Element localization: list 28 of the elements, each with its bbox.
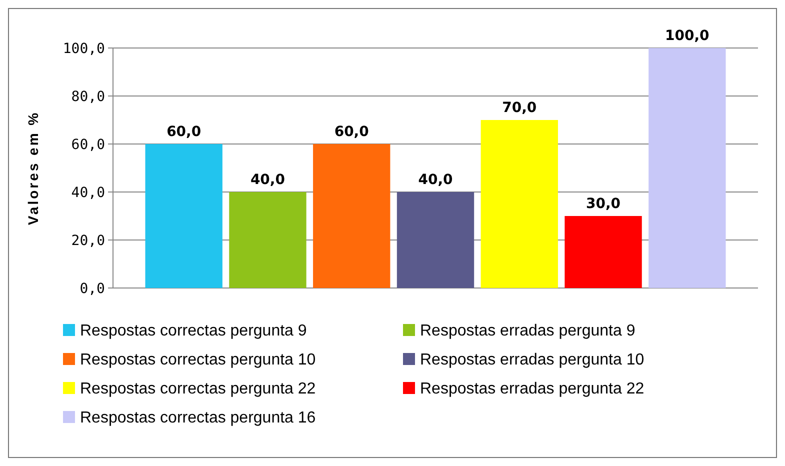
- data-label: 60,0: [334, 124, 370, 140]
- y-tick-label: 60,0: [71, 136, 105, 153]
- data-label: 100,0: [665, 28, 710, 44]
- legend-label: Respostas erradas pergunta 9: [420, 322, 636, 340]
- data-label: 30,0: [586, 196, 621, 212]
- legend-label: Respostas correctas pergunta 22: [80, 380, 316, 398]
- legend-label: Respostas correctas pergunta 9: [80, 322, 307, 340]
- bar: [648, 48, 726, 288]
- bar: [396, 192, 474, 288]
- y-tick-label: 0,0: [80, 280, 105, 297]
- legend-label: Respostas correctas pergunta 16: [80, 410, 316, 427]
- legend-label: Respostas erradas pergunta 22: [420, 380, 644, 398]
- data-label: 60,0: [166, 124, 202, 140]
- y-tick-label: 40,0: [71, 184, 105, 201]
- y-tick-label: 80,0: [71, 88, 105, 105]
- legend-label: Respostas correctas pergunta 10: [80, 352, 316, 369]
- data-label: 40,0: [250, 172, 286, 188]
- bar: [313, 144, 390, 288]
- y-axis-title: Valores em %: [25, 110, 41, 226]
- bar: [145, 144, 222, 288]
- data-label: 40,0: [418, 172, 454, 188]
- bar: [229, 192, 306, 288]
- y-tick-label: 100,0: [62, 40, 105, 57]
- y-tick-label: 20,0: [71, 232, 105, 249]
- data-label: 70,0: [502, 100, 537, 116]
- bar: [480, 120, 558, 288]
- bar: [564, 216, 642, 288]
- legend-label: Respostas erradas pergunta 10: [420, 352, 644, 369]
